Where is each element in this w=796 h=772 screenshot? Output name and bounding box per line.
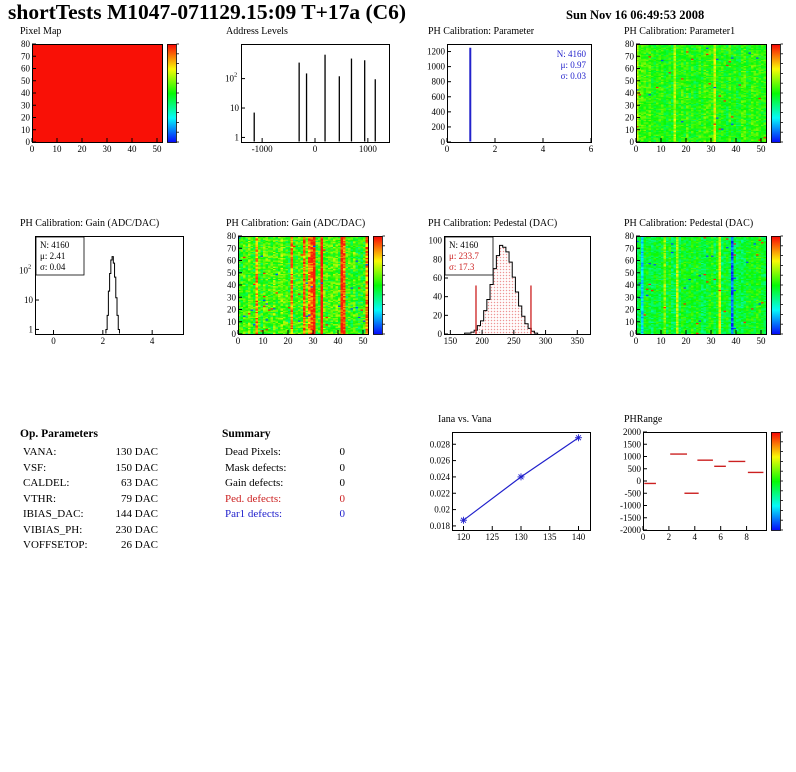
op-param-value: 63 DAC	[121, 477, 158, 489]
panel-gain-hist: PH Calibration: Gain (ADC/DAC)	[8, 218, 198, 358]
op-param-label: VTHR:	[23, 492, 56, 505]
ph-parameter1-map-canvas	[612, 38, 796, 158]
pedestal-map-canvas	[612, 230, 796, 350]
op-param-value: 79 DAC	[121, 492, 158, 505]
summary-value: 0	[339, 477, 346, 489]
summary-label: Ped. defects:	[225, 492, 282, 505]
op-param-label: CALDEL:	[23, 477, 70, 489]
summary-value: 0	[339, 508, 346, 520]
panel-ph-parameter: PH Calibration: Parameter	[416, 26, 606, 166]
panel-address-levels: Address Levels	[214, 26, 404, 166]
op-param-value: 26 DAC	[121, 539, 158, 551]
op-param-label: VOFFSETOP:	[23, 539, 88, 551]
op-parameters-panel: Op. Parameters VANA: 130 DAC VSF: 150 DAC …	[20, 428, 158, 554]
op-param-row-voffsetop: VOFFSETOP: 26 DAC	[20, 538, 158, 554]
gain-hist-canvas	[8, 230, 192, 350]
summary-label: Par1 defects:	[225, 508, 283, 520]
summary-row-mask: Mask defects: 0	[222, 461, 345, 477]
phrange-canvas	[612, 426, 796, 546]
iana-vana-title: Iana vs. Vana	[438, 414, 492, 425]
pedestal-hist-title: PH Calibration: Pedestal (DAC)	[428, 218, 558, 229]
panel-pixel-map: Pixel Map	[8, 26, 198, 166]
op-param-label: VIBIAS_PH:	[23, 523, 83, 536]
op-parameters-title: Op. Parameters	[20, 428, 98, 440]
op-param-label: VANA:	[23, 446, 57, 458]
op-param-row-vthr: VTHR: 79 DAC	[20, 492, 158, 508]
pixel-map-canvas	[8, 38, 192, 158]
op-param-value: 144 DAC	[115, 508, 158, 520]
summary-title: Summary	[222, 428, 271, 440]
ph-parameter-title: PH Calibration: Parameter	[428, 26, 535, 37]
iana-vana-canvas	[416, 426, 600, 546]
panel-pedestal-map: PH Calibration: Pedestal (DAC)	[612, 218, 796, 358]
summary-row-dead: Dead Pixels: 0	[222, 445, 345, 461]
summary-label: Gain defects:	[225, 477, 284, 489]
timestamp: Sun Nov 16 06:49:53 2008	[566, 8, 705, 22]
summary-value: 0	[339, 492, 346, 505]
summary-label: Mask defects:	[225, 461, 287, 474]
pedestal-hist-canvas	[416, 230, 600, 350]
op-param-row-ibias: IBIAS_DAC: 144 DAC	[20, 507, 158, 523]
gain-hist-title: PH Calibration: Gain (ADC/DAC)	[20, 218, 160, 229]
op-param-row-vsf: VSF: 150 DAC	[20, 461, 158, 477]
address-levels-title: Address Levels	[226, 26, 288, 37]
page-title: shortTests M1047-071129.15:09 T+17a (C6)	[8, 0, 407, 24]
op-param-row-vana: VANA: 130 DAC	[20, 445, 158, 461]
summary-row-ped: Ped. defects: 0	[222, 492, 345, 508]
ph-parameter-canvas	[416, 38, 600, 158]
address-levels-canvas	[214, 38, 398, 158]
summary-value: 0	[339, 446, 346, 458]
op-param-row-vibias: VIBIAS_PH: 230 DAC	[20, 523, 158, 539]
op-param-label: VSF:	[23, 461, 47, 474]
pedestal-map-title: PH Calibration: Pedestal (DAC)	[624, 218, 754, 229]
op-param-value: 130 DAC	[115, 446, 158, 458]
summary-value: 0	[339, 461, 346, 474]
gain-map-title: PH Calibration: Gain (ADC/DAC)	[226, 218, 366, 229]
panel-gain-map: PH Calibration: Gain (ADC/DAC)	[214, 218, 404, 358]
gain-map-canvas	[214, 230, 398, 350]
panel-phrange: PHRange	[612, 414, 796, 554]
op-param-value: 230 DAC	[115, 523, 158, 536]
op-param-row-caldel: CALDEL: 63 DAC	[20, 476, 158, 492]
panel-ph-parameter1-map: PH Calibration: Parameter1	[612, 26, 796, 166]
summary-row-gain: Gain defects: 0	[222, 476, 345, 492]
summary-panel: Summary Dead Pixels: 0 Mask defects: 0 Gai…	[222, 428, 345, 523]
panel-pedestal-hist: PH Calibration: Pedestal (DAC)	[416, 218, 606, 358]
op-param-value: 150 DAC	[115, 461, 158, 474]
summary-label: Dead Pixels:	[225, 446, 281, 458]
ph-parameter1-map-title: PH Calibration: Parameter1	[624, 26, 736, 37]
summary-row-par1: Par1 defects: 0	[222, 507, 345, 523]
panel-iana-vana: Iana vs. Vana	[416, 414, 606, 554]
pixel-map-title: Pixel Map	[20, 26, 62, 37]
phrange-title: PHRange	[624, 414, 663, 425]
op-param-label: IBIAS_DAC:	[23, 508, 84, 520]
